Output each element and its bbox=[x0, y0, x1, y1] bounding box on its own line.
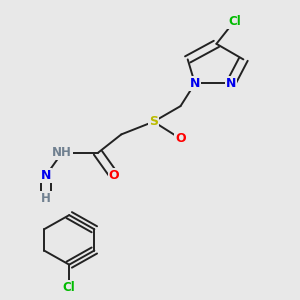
Text: S: S bbox=[149, 115, 158, 128]
Text: Cl: Cl bbox=[228, 15, 241, 28]
Text: N: N bbox=[190, 77, 200, 90]
Text: H: H bbox=[41, 192, 51, 205]
Text: O: O bbox=[175, 132, 186, 145]
Text: NH: NH bbox=[52, 146, 72, 159]
Text: O: O bbox=[109, 169, 119, 182]
Text: N: N bbox=[41, 169, 51, 182]
Text: Cl: Cl bbox=[63, 281, 76, 294]
Text: N: N bbox=[226, 77, 236, 90]
